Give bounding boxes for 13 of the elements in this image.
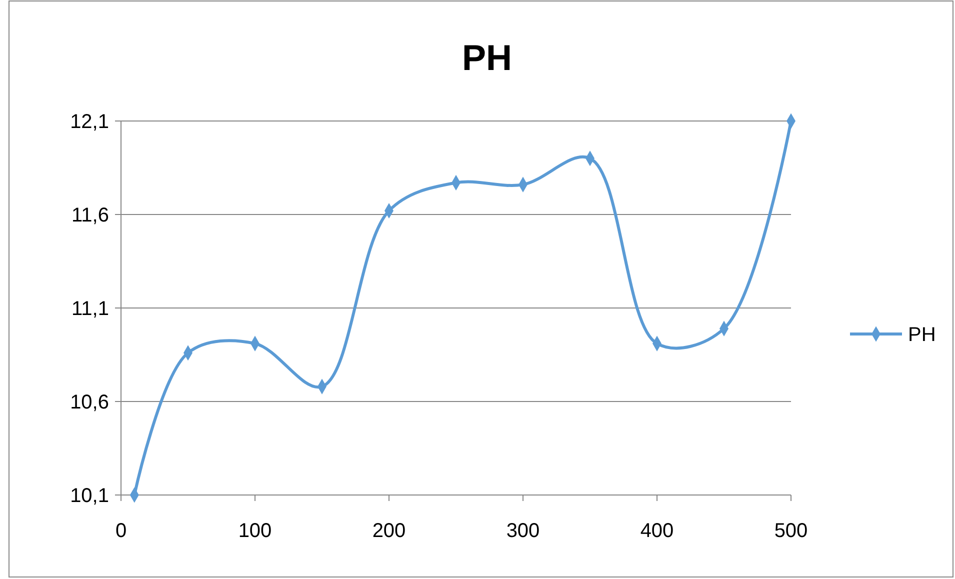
y-tick-label: 10,6 (70, 392, 109, 414)
x-tick-label: 400 (640, 520, 674, 542)
y-tick-label: 12,1 (70, 111, 109, 133)
chart-title: PH (462, 37, 512, 78)
y-tick-label: 10,1 (70, 485, 109, 507)
x-tick-label: 100 (238, 520, 272, 542)
x-tick-label: 200 (372, 520, 406, 542)
x-tick-label: 0 (115, 520, 127, 542)
y-tick-label: 11,1 (72, 298, 109, 320)
y-tick-label: 11,6 (72, 204, 109, 226)
legend-label: PH (908, 324, 936, 346)
x-tick-label: 300 (506, 520, 540, 542)
x-tick-label: 500 (774, 520, 808, 542)
